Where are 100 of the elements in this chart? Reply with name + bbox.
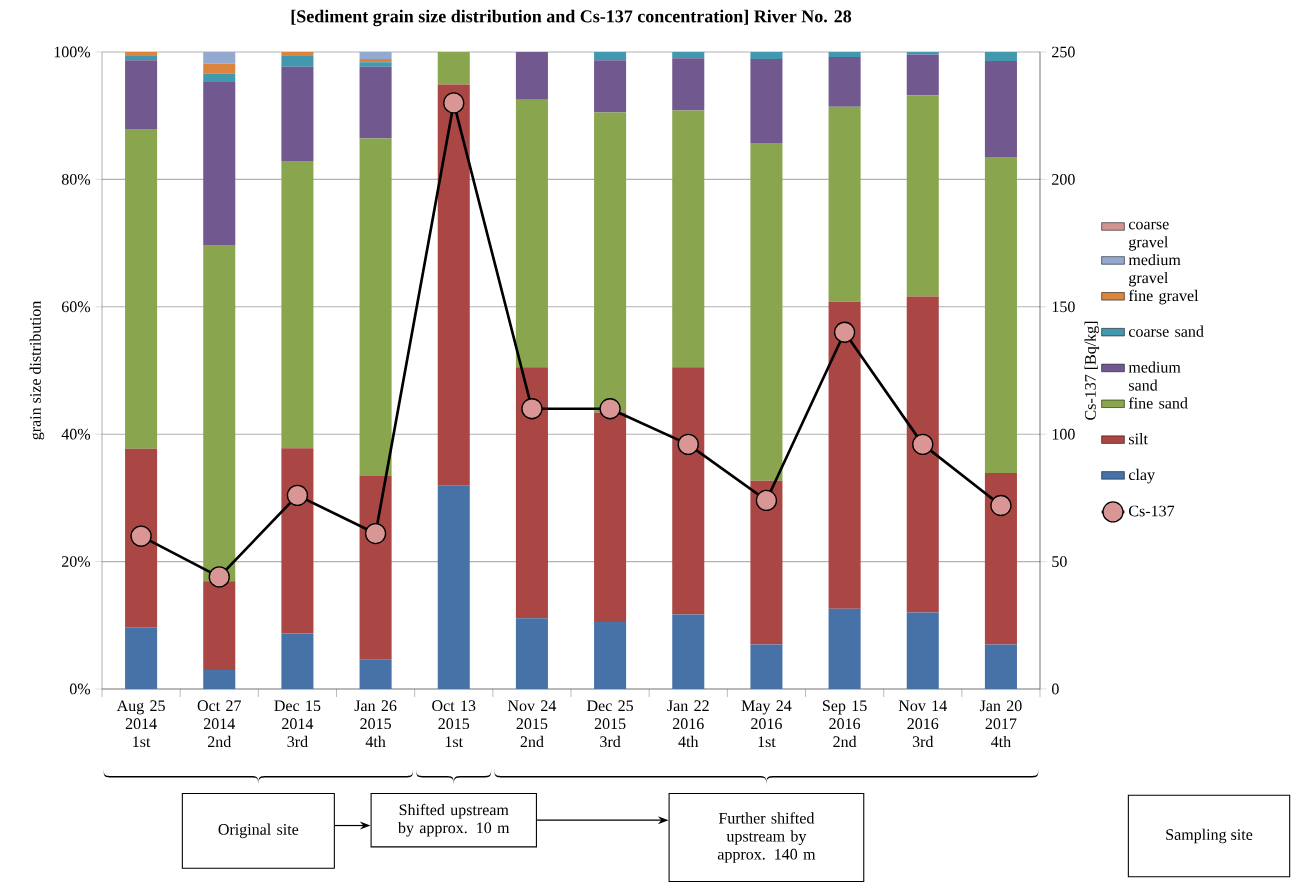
y-tick-label: 60% xyxy=(61,301,91,313)
bar xyxy=(359,62,392,67)
bar xyxy=(906,296,939,613)
legend-label: coarse sand xyxy=(1128,325,1204,337)
bar xyxy=(672,110,705,368)
point xyxy=(599,398,621,420)
bar xyxy=(125,129,158,449)
point xyxy=(912,433,934,456)
bar xyxy=(203,51,236,64)
bar xyxy=(672,614,705,689)
x-tick-label: Oct 13 2015 1st xyxy=(432,700,476,748)
point xyxy=(443,92,465,114)
bar xyxy=(906,54,939,96)
bar xyxy=(906,95,939,297)
bar xyxy=(281,51,314,56)
x-tick-label: Dec 25 2015 3rd xyxy=(587,700,634,748)
y2-tick-label: 50 xyxy=(1052,556,1067,567)
bar xyxy=(515,99,548,368)
bar xyxy=(828,57,861,107)
y2-tick-label: 150 xyxy=(1052,301,1075,313)
x-tick-label: Jan 26 2015 4th xyxy=(354,700,397,748)
bar xyxy=(594,622,627,689)
bar xyxy=(906,51,939,55)
y-tick-label: 0% xyxy=(69,683,91,695)
bar xyxy=(515,618,548,689)
y2-axis-title: Cs-137 [Bq/kg] xyxy=(1084,321,1100,420)
x-tick-label: Sep 15 2016 2nd xyxy=(823,700,867,748)
bar xyxy=(125,627,158,689)
text: Original site xyxy=(218,823,299,839)
legend-label: clay xyxy=(1128,468,1155,484)
bar xyxy=(359,59,392,63)
bar xyxy=(125,55,158,61)
bar xyxy=(750,51,783,59)
point xyxy=(364,522,387,545)
legend-label: silt xyxy=(1129,433,1148,445)
y-axis-title: grain size distribution xyxy=(29,300,45,440)
bar xyxy=(828,106,861,302)
bar xyxy=(984,157,1017,474)
bar xyxy=(984,60,1017,158)
bar xyxy=(750,644,783,689)
point xyxy=(130,525,152,547)
y2-tick-label: 250 xyxy=(1052,46,1075,58)
legend-label: fine gravel xyxy=(1128,289,1199,305)
legend-label: Cs-137 xyxy=(1129,505,1175,517)
bar xyxy=(906,612,939,689)
bar xyxy=(672,51,705,59)
x-tick-label: Jan 22 2016 4th xyxy=(667,700,709,748)
bar xyxy=(437,485,470,689)
bar xyxy=(125,51,158,56)
bar xyxy=(203,581,236,670)
bar xyxy=(359,138,392,476)
bar xyxy=(437,84,470,486)
text: Sampling site xyxy=(1166,828,1253,844)
x-tick-label: Dec 15 2014 3rd xyxy=(274,700,321,748)
y-tick-label: 100% xyxy=(54,46,91,58)
bar xyxy=(359,51,392,59)
bar xyxy=(281,160,314,449)
bar xyxy=(515,367,548,619)
bar xyxy=(203,669,236,689)
point xyxy=(521,398,543,420)
point xyxy=(286,484,309,507)
bar xyxy=(594,51,627,61)
bar xyxy=(281,448,314,634)
bar xyxy=(125,448,158,628)
bar xyxy=(359,66,392,139)
bar xyxy=(750,143,783,481)
point xyxy=(833,321,856,343)
bar xyxy=(281,633,314,689)
point xyxy=(755,489,778,512)
x-tick-label: Jan 20 2017 4th xyxy=(979,700,1022,748)
x-tick-label: Nov 24 2015 2nd xyxy=(507,700,557,748)
y2-tick-label: 200 xyxy=(1052,173,1075,185)
chart-title: [Sediment grain size distribution and Cs-137 concentration] River No. 28 xyxy=(291,9,852,27)
y-tick-label: 80% xyxy=(61,173,91,185)
bar xyxy=(359,659,392,689)
y-tick-label: 20% xyxy=(62,556,91,568)
bar xyxy=(515,51,548,100)
x-tick-label: Nov 14 2016 3rd xyxy=(898,700,947,748)
text: Shifted upstream by approx. 10 m xyxy=(397,803,510,837)
bar xyxy=(750,480,783,645)
bar xyxy=(594,112,627,413)
bar xyxy=(828,608,861,689)
bar xyxy=(594,412,627,623)
bar xyxy=(594,60,627,113)
point xyxy=(677,433,699,456)
point xyxy=(990,494,1012,517)
y-tick-label: 40% xyxy=(61,428,91,440)
bar xyxy=(672,367,705,615)
bar xyxy=(203,73,236,82)
bar xyxy=(750,59,783,144)
bar xyxy=(125,60,158,130)
x-tick-label: Oct 27 2014 2nd xyxy=(197,700,241,748)
bar xyxy=(984,644,1017,689)
bar xyxy=(828,51,861,58)
bar xyxy=(359,475,392,660)
y2-tick-label: 0 xyxy=(1052,683,1059,695)
bar xyxy=(437,51,470,85)
bar xyxy=(984,473,1017,645)
x-tick-label: May 24 2016 1st xyxy=(741,700,792,748)
legend-label: fine sand xyxy=(1128,397,1188,409)
